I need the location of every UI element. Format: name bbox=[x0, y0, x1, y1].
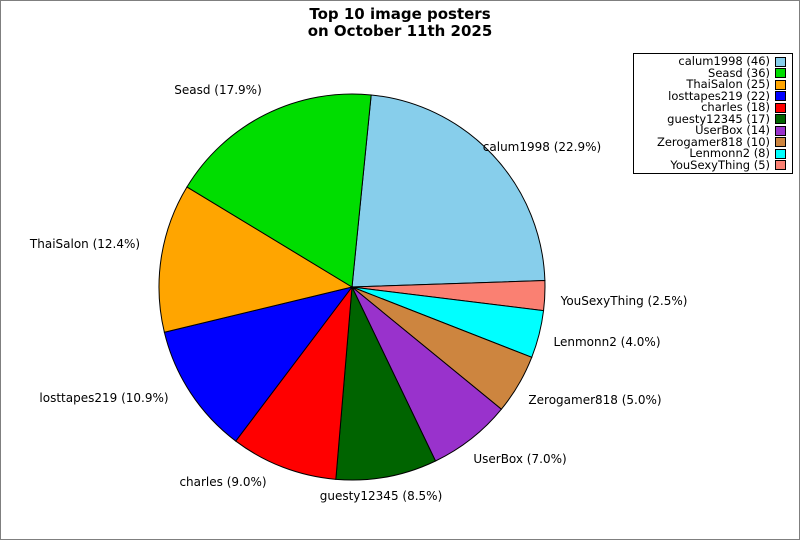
legend-label-YouSexyThing: YouSexyThing (5) bbox=[670, 157, 770, 172]
legend-row-UserBox: UserBox (14) bbox=[638, 125, 786, 136]
legend-row-Seasd: Seasd (36) bbox=[638, 65, 786, 80]
legend-label-guesty12345: guesty12345 (17) bbox=[667, 111, 770, 126]
pie-slice-ThaiSalon bbox=[158, 186, 354, 333]
pie-slice-charles bbox=[235, 285, 353, 480]
legend-label-UserBox: UserBox (14) bbox=[695, 123, 770, 138]
slice-label-guesty12345: guesty12345 (8.5%) bbox=[319, 489, 443, 503]
legend-swatch-Seasd bbox=[775, 68, 786, 79]
slice-label-losttapes219: losttapes219 (10.9%) bbox=[39, 391, 169, 405]
legend-label-losttapes219: losttapes219 (22) bbox=[668, 88, 770, 103]
legend-swatch-ThaiSalon bbox=[775, 79, 786, 90]
legend-label-Lenmonn2: Lenmonn2 (8) bbox=[689, 146, 770, 161]
slice-label-charles: charles (9.0%) bbox=[179, 475, 267, 489]
slice-label-Seasd: Seasd (17.9%) bbox=[174, 83, 262, 97]
legend-row-losttapes219: losttapes219 (22) bbox=[638, 88, 786, 103]
pie-slice-guesty12345 bbox=[335, 285, 437, 481]
legend-swatch-UserBox bbox=[775, 125, 786, 136]
legend-swatch-charles bbox=[775, 102, 786, 113]
slice-label-UserBox: UserBox (7.0%) bbox=[473, 452, 567, 466]
legend-swatch-Lenmonn2 bbox=[775, 148, 786, 159]
legend-row-charles: charles (18) bbox=[638, 102, 786, 113]
legend-label-ThaiSalon: ThaiSalon (25) bbox=[686, 77, 770, 92]
legend-label-calum1998: calum1998 (46) bbox=[678, 54, 770, 69]
legend-row-ThaiSalon: ThaiSalon (25) bbox=[638, 79, 786, 90]
slice-label-ThaiSalon: ThaiSalon (12.4%) bbox=[29, 237, 141, 251]
legend-row-calum1998: calum1998 (46) bbox=[638, 56, 786, 67]
pie-slice-losttapes219 bbox=[163, 286, 354, 442]
legend-row-guesty12345: guesty12345 (17) bbox=[638, 111, 786, 126]
legend-label-Zerogamer818: Zerogamer818 (10) bbox=[656, 134, 770, 149]
slice-label-calum1998: calum1998 (22.9%) bbox=[482, 140, 602, 154]
slice-label-Lenmonn2: Lenmonn2 (4.0%) bbox=[553, 335, 661, 349]
chart-title-line1: Top 10 image posters bbox=[309, 5, 491, 23]
legend-swatch-guesty12345 bbox=[775, 114, 786, 125]
slice-label-YouSexyThing: YouSexyThing (2.5%) bbox=[560, 294, 688, 308]
pie-slice-calum1998 bbox=[351, 94, 546, 288]
legend-swatch-calum1998 bbox=[775, 56, 786, 67]
legend-row-Zerogamer818: Zerogamer818 (10) bbox=[638, 134, 786, 149]
slice-label-Zerogamer818: Zerogamer818 (5.0%) bbox=[528, 393, 662, 407]
legend-swatch-losttapes219 bbox=[775, 91, 786, 102]
legend-row-Lenmonn2: Lenmonn2 (8) bbox=[638, 148, 786, 159]
legend-swatch-YouSexyThing bbox=[775, 160, 786, 171]
chart-title: Top 10 image posters on October 11th 202… bbox=[1, 6, 799, 40]
legend: calum1998 (46) Seasd (36) ThaiSalon (25) lo… bbox=[633, 53, 793, 174]
legend-swatch-Zerogamer818 bbox=[775, 137, 786, 148]
legend-row-YouSexyThing: YouSexyThing (5) bbox=[638, 157, 786, 172]
legend-label-Seasd: Seasd (36) bbox=[708, 65, 770, 80]
legend-label-charles: charles (18) bbox=[701, 100, 770, 115]
pie-slice-Seasd bbox=[186, 93, 372, 288]
chart-title-line2: on October 11th 2025 bbox=[307, 22, 493, 40]
